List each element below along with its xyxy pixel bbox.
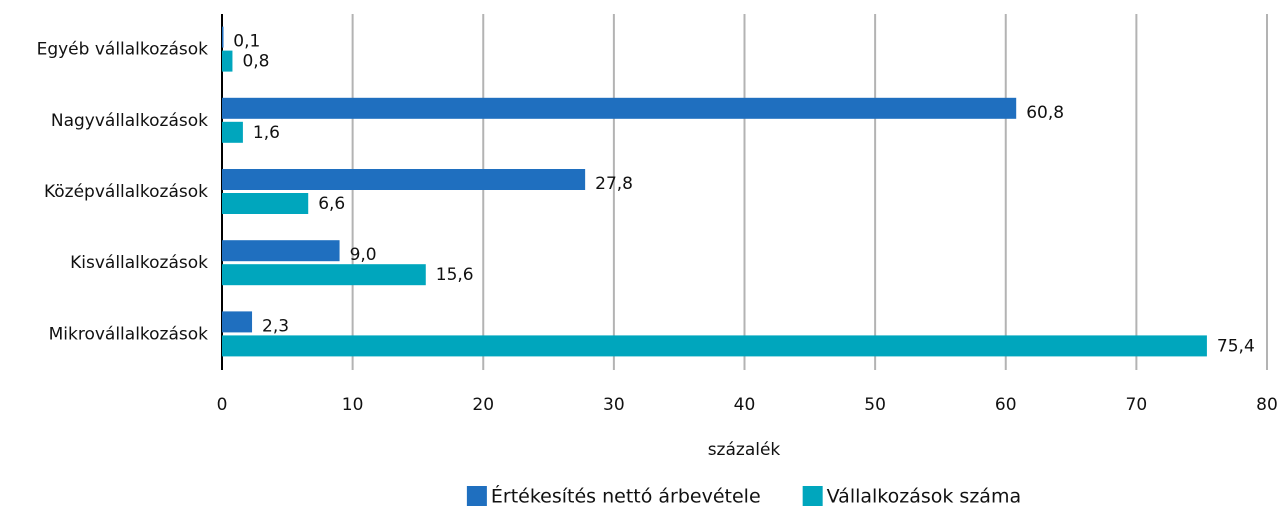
bar <box>222 169 586 190</box>
x-tick-label: 80 <box>1256 395 1278 415</box>
bar <box>222 264 426 286</box>
data-label: 75,4 <box>1217 336 1255 356</box>
x-tick-label: 20 <box>472 395 494 415</box>
y-tick-label: Nagyvállalkozások <box>51 111 208 131</box>
legend-swatch <box>802 486 823 506</box>
data-label: 0,8 <box>242 52 269 72</box>
bar <box>222 193 309 214</box>
legend-swatch <box>466 486 487 506</box>
data-label: 60,8 <box>1026 103 1064 123</box>
x-tick-label: 40 <box>734 395 756 415</box>
bar <box>222 121 243 143</box>
y-tick-label: Kisvállalkozások <box>70 253 208 273</box>
legend-label: Vállalkozások száma <box>827 486 1021 508</box>
bar <box>222 240 340 262</box>
x-tick-label: 60 <box>995 395 1017 415</box>
data-label: 9,0 <box>350 245 377 265</box>
y-tick-label: Mikrovállalkozások <box>49 324 209 344</box>
y-tick-label: Egyéb vállalkozások <box>37 40 209 60</box>
x-tick-label: 30 <box>603 395 625 415</box>
x-tick-label: 50 <box>864 395 886 415</box>
x-tick-label: 70 <box>1126 395 1148 415</box>
bar <box>222 26 224 48</box>
bar <box>222 335 1207 357</box>
data-label: 1,6 <box>253 123 280 143</box>
bar <box>222 97 1017 119</box>
x-tick-label: 0 <box>217 395 228 415</box>
x-axis-label: százalék <box>708 440 781 460</box>
data-label: 0,1 <box>233 32 260 52</box>
bar <box>222 50 233 72</box>
x-tick-label: 10 <box>342 395 364 415</box>
legend-label: Értékesítés nettó árbevétele <box>491 485 761 508</box>
data-label: 27,8 <box>595 174 633 194</box>
bar <box>222 311 253 333</box>
data-label: 15,6 <box>436 265 474 285</box>
data-label: 2,3 <box>262 316 289 336</box>
data-label: 6,6 <box>318 194 345 214</box>
y-tick-label: Középvállalkozások <box>44 182 208 202</box>
